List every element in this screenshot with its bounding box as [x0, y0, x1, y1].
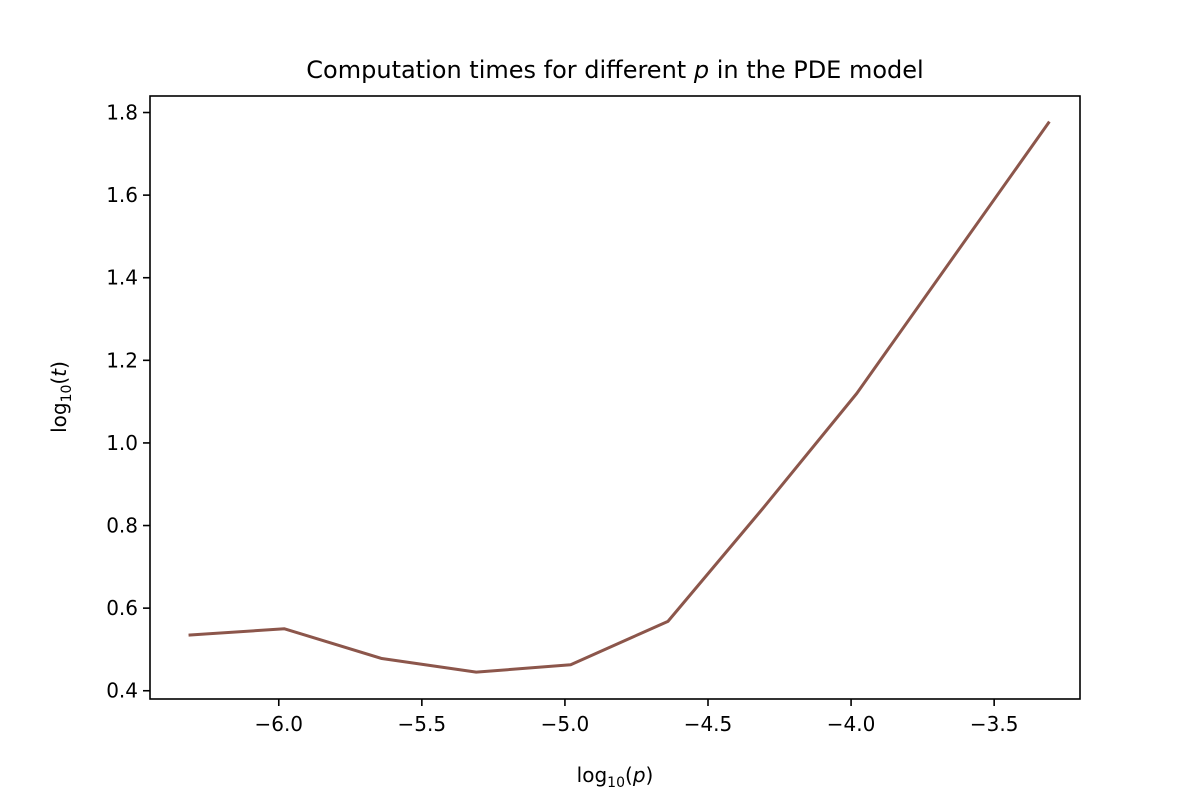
x-tick-label: −6.0	[254, 712, 303, 736]
x-tick-label: −5.5	[398, 712, 447, 736]
y-tick-label: 0.4	[106, 679, 138, 703]
y-axis-ticks: 0.4 0.6 0.8 1.0 1.2 1.4 1.6 1.8	[106, 101, 150, 703]
x-tick-label: −4.0	[827, 712, 876, 736]
y-tick-label: 1.4	[106, 266, 138, 290]
x-axis-label: log10(p)	[577, 763, 654, 791]
y-tick-label: 0.8	[106, 514, 138, 538]
plot-frame	[149, 95, 1081, 700]
chart-title: Computation times for different p in the…	[306, 56, 923, 84]
y-tick-label: 1.0	[106, 431, 138, 455]
series-line-0	[188, 120, 1051, 674]
y-tick-label: 1.6	[106, 183, 138, 207]
y-tick-label: 1.2	[106, 348, 138, 372]
y-axis-label: log10(t)	[47, 361, 75, 433]
series-layer	[188, 120, 1051, 674]
y-tick-label: 1.8	[106, 101, 138, 125]
x-axis-ticks: −6.0 −5.5 −5.0 −4.5 −4.0 −3.5	[254, 699, 1018, 736]
x-tick-label: −5.0	[541, 712, 590, 736]
y-tick-label: 0.6	[106, 596, 138, 620]
x-tick-label: −4.5	[684, 712, 733, 736]
plot-area	[150, 96, 1080, 699]
x-tick-label: −3.5	[970, 712, 1019, 736]
